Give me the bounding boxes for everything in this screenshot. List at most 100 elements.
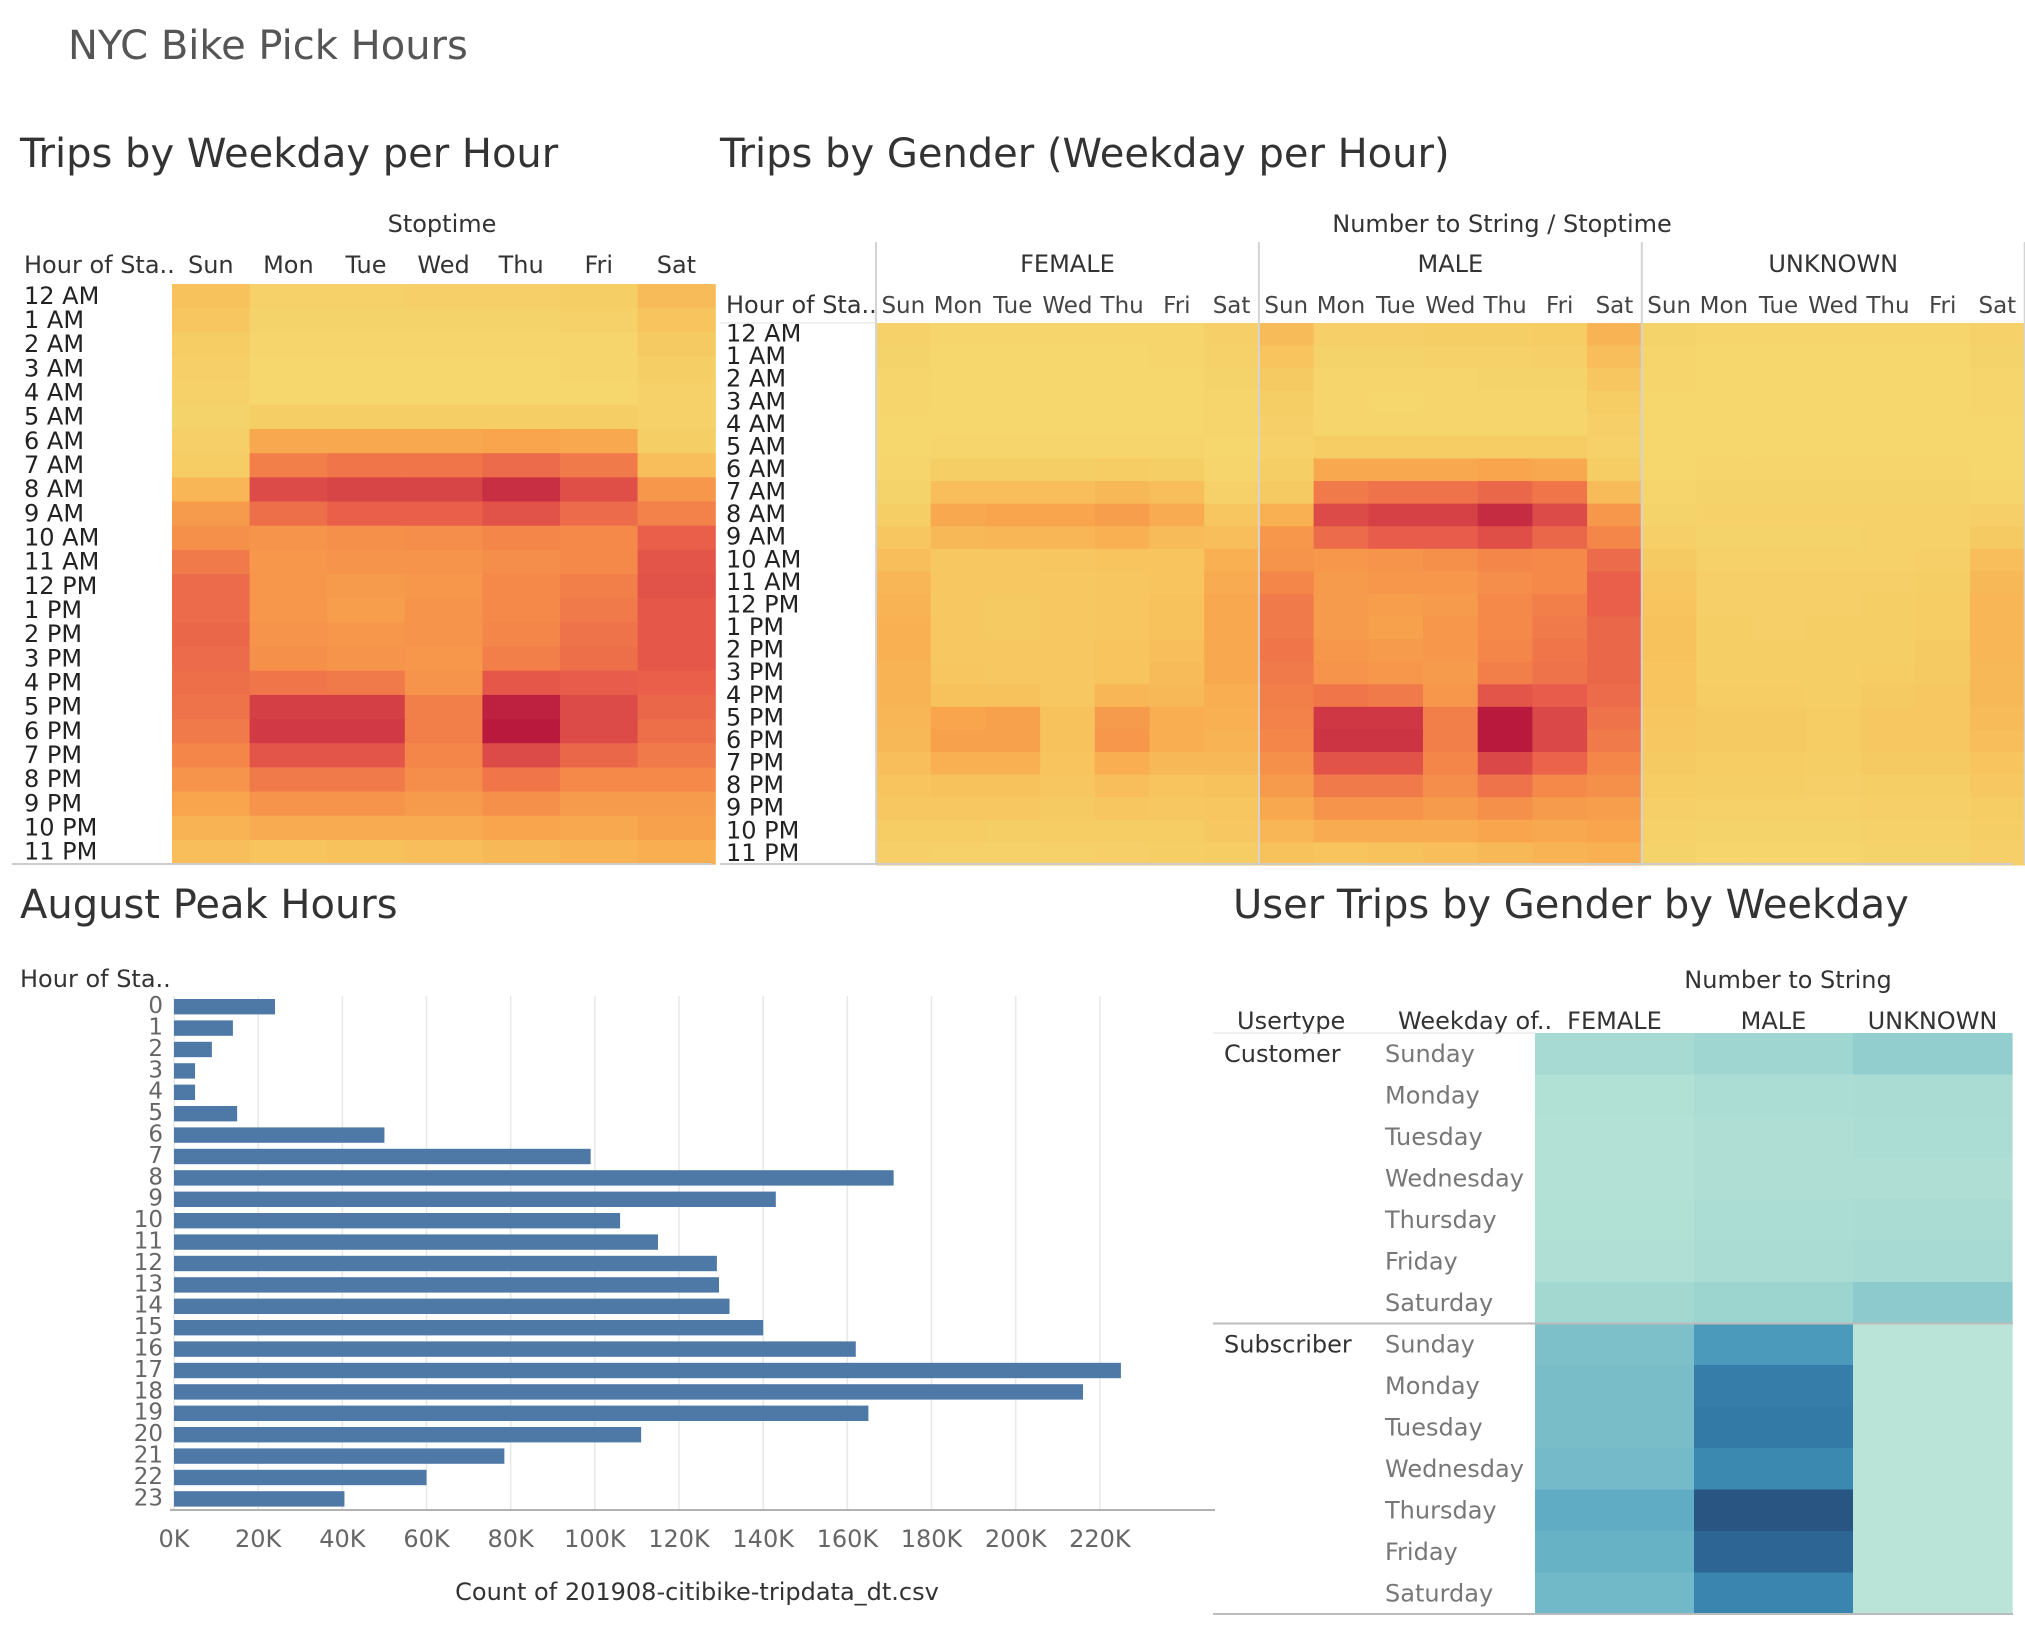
gender-group-labels: FEMALE MALE UNKNOWN xyxy=(1020,250,1898,278)
heat-cell xyxy=(172,477,251,503)
hour-label: 11 xyxy=(134,1229,163,1255)
heat-cell xyxy=(637,743,716,768)
heat-cell xyxy=(1805,368,1862,392)
heat-cell xyxy=(1641,481,1698,505)
heat-cell xyxy=(1532,842,1588,866)
gender-hour-cells xyxy=(876,323,2025,866)
heat-cell xyxy=(1204,548,1260,572)
weekday-column-label: Sat xyxy=(657,251,696,279)
x-tick-label: 0K xyxy=(158,1525,190,1553)
trip-cell xyxy=(1853,1365,2013,1408)
heat-cell xyxy=(930,593,986,618)
heat-cell xyxy=(327,574,406,599)
heat-cell xyxy=(249,429,328,454)
heat-cell xyxy=(404,380,483,406)
heat-cell xyxy=(482,694,561,720)
heat-cell xyxy=(327,743,406,768)
weekday-label: Wednesday xyxy=(1385,1455,1524,1483)
heat-cell xyxy=(1423,684,1479,708)
gender-day-label: Tue xyxy=(1758,293,1798,319)
heat-cell xyxy=(1696,639,1752,663)
heat-cell xyxy=(1696,481,1752,505)
trip-cell xyxy=(1694,1489,1854,1532)
gender-day-label: Tue xyxy=(1375,293,1415,319)
heat-cell xyxy=(249,767,328,793)
heat-cell xyxy=(1751,548,1807,572)
heat-cell xyxy=(637,622,716,648)
heat-cell xyxy=(876,842,932,866)
heat-cell xyxy=(1368,458,1424,482)
heat-cell xyxy=(1149,661,1205,685)
heat-cell xyxy=(1532,616,1588,640)
hour-label: 12 xyxy=(134,1250,163,1276)
heat-cell xyxy=(1641,797,1698,821)
heat-cell xyxy=(1204,842,1260,866)
heat-cell xyxy=(1970,752,2025,776)
heat-cell xyxy=(930,526,986,550)
trip-cell xyxy=(1694,1157,1854,1200)
heat-cell xyxy=(1149,752,1205,776)
heat-cell xyxy=(1970,435,2025,460)
heat-cell xyxy=(1860,413,1916,437)
heat-cell xyxy=(1149,548,1205,572)
heat-cell xyxy=(1641,752,1698,776)
heat-cell xyxy=(1477,752,1533,776)
heat-cell xyxy=(1970,548,2025,572)
gender-hour-title: Trips by Gender (Weekday per Hour) xyxy=(719,131,1450,177)
heat-cell xyxy=(1477,819,1533,843)
heat-cell xyxy=(1641,661,1698,685)
hour-bar xyxy=(174,1234,658,1250)
trip-cell xyxy=(1853,1074,2013,1117)
heat-cell xyxy=(1970,684,2025,708)
heat-cell xyxy=(1040,323,1096,347)
hour-bar xyxy=(174,1063,196,1079)
heat-cell xyxy=(637,332,716,358)
heat-cell xyxy=(1040,842,1096,866)
heat-cell xyxy=(1258,706,1315,731)
hour-label: 23 xyxy=(134,1485,163,1511)
heat-cell xyxy=(327,404,406,430)
heat-cell xyxy=(1477,413,1533,437)
heat-cell xyxy=(1368,503,1424,527)
hour-row-label: 3 PM xyxy=(726,658,784,686)
heat-cell xyxy=(930,503,986,527)
hour-row-label: 6 AM xyxy=(726,455,786,483)
heat-cell xyxy=(1149,842,1205,866)
heat-cell xyxy=(1532,548,1588,572)
heat-cell xyxy=(1149,684,1205,708)
heat-cell xyxy=(1805,684,1862,708)
heat-cell xyxy=(1477,548,1533,572)
heat-cell xyxy=(930,797,986,821)
heat-cell xyxy=(482,501,561,527)
heat-cell xyxy=(1204,571,1260,595)
hour-row-label: 1 PM xyxy=(24,596,82,624)
hour-row-label: 6 PM xyxy=(24,717,82,745)
heat-cell xyxy=(482,646,561,672)
heat-cell xyxy=(1094,481,1151,505)
heat-cell xyxy=(1258,774,1315,798)
heat-cell xyxy=(876,819,932,843)
heat-cell xyxy=(560,670,639,696)
heat-cell xyxy=(1313,548,1369,572)
trip-cell xyxy=(1694,1572,1854,1615)
weekday-hour-heatmap: Trips by Weekday per Hour Stoptime Hour … xyxy=(12,131,716,866)
heat-cell xyxy=(404,598,483,623)
peak-hours-title: August Peak Hours xyxy=(20,882,398,928)
heat-cell xyxy=(1204,526,1260,550)
gender-column-label: UNKNOWN xyxy=(1868,1007,1998,1035)
heat-cell xyxy=(1477,526,1533,550)
hour-label: 15 xyxy=(134,1314,163,1340)
heat-cell xyxy=(560,743,639,768)
heat-cell xyxy=(1751,774,1807,798)
heat-cell xyxy=(1915,842,1971,866)
heat-cell xyxy=(1423,752,1479,776)
heat-cell xyxy=(560,332,639,358)
heat-cell xyxy=(404,791,483,817)
heat-cell xyxy=(985,797,1041,821)
hour-label: 0 xyxy=(148,993,163,1019)
heat-cell xyxy=(637,574,716,599)
heat-cell xyxy=(1423,435,1479,460)
x-tick-label: 160K xyxy=(817,1525,880,1553)
heat-cell xyxy=(1751,413,1807,437)
gender-day-label: Sat xyxy=(1978,293,2016,319)
